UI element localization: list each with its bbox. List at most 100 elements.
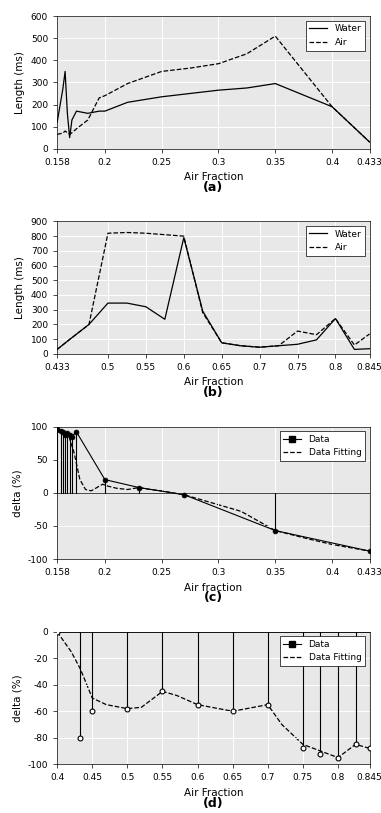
Air: [314, 330, 319, 340]
Data Fitting: [78, 475, 82, 485]
Data: [231, 706, 235, 716]
Y-axis label: Length (ms): Length (ms): [15, 256, 25, 319]
Text: (c): (c): [204, 591, 223, 604]
Air: [219, 338, 224, 348]
Air: [239, 341, 243, 350]
Data Fitting: [353, 740, 358, 750]
Data Fitting: [160, 686, 165, 696]
Line: Air: Air: [57, 233, 370, 350]
Data Fitting: [94, 483, 99, 493]
Data Fitting: [336, 753, 340, 763]
Water: [65, 108, 70, 118]
Data: [78, 733, 83, 742]
Air: [63, 126, 67, 136]
Air: [333, 314, 338, 324]
Line: Water: Water: [57, 72, 370, 142]
Data Fitting: [182, 490, 187, 500]
Data Fitting: [318, 746, 323, 756]
Data Fitting: [231, 706, 235, 716]
Air: [200, 308, 205, 318]
Air: [159, 67, 164, 76]
Water: [144, 302, 148, 311]
Air: [86, 115, 90, 125]
Line: Data: Data: [55, 427, 372, 554]
Water: [106, 298, 110, 308]
Data: [318, 749, 323, 759]
Y-axis label: delta (%): delta (%): [12, 674, 22, 722]
Data Fitting: [61, 428, 65, 437]
Data Fitting: [239, 506, 243, 516]
Water: [219, 338, 224, 348]
Data Fitting: [194, 493, 198, 503]
Data Fitting: [174, 690, 179, 700]
Water: [273, 79, 278, 89]
Text: (a): (a): [203, 181, 224, 194]
Data Fitting: [106, 481, 110, 491]
Air: [144, 228, 148, 238]
Water: [245, 83, 249, 93]
Data: [70, 432, 74, 441]
Data Fitting: [89, 486, 93, 496]
Water: [74, 107, 79, 116]
Air: [273, 31, 278, 41]
Air: [55, 129, 59, 139]
Air: [188, 63, 192, 73]
Data Fitting: [245, 704, 249, 714]
Water: [125, 98, 130, 107]
Data Fitting: [78, 664, 83, 674]
Data Fitting: [216, 500, 221, 510]
Air: [106, 228, 110, 238]
Air: [367, 329, 372, 339]
Data Fitting: [195, 700, 200, 710]
Air: [257, 342, 262, 352]
Legend: Data, Data Fitting: Data, Data Fitting: [280, 431, 365, 461]
Data Fitting: [301, 740, 305, 750]
Water: [257, 342, 262, 352]
Water: [86, 108, 90, 118]
Water: [295, 339, 300, 349]
Water: [55, 117, 59, 127]
Air: [163, 230, 167, 240]
Water: [333, 314, 338, 324]
Data Fitting: [367, 743, 372, 753]
Data Fitting: [159, 486, 164, 496]
Air: [68, 334, 72, 344]
Data Fitting: [55, 627, 59, 637]
Air: [352, 340, 357, 350]
Water: [70, 115, 74, 125]
Data: [195, 700, 200, 710]
Data Fitting: [273, 526, 278, 536]
Data: [58, 426, 63, 436]
Air: [125, 79, 130, 89]
Water: [200, 307, 205, 316]
Data: [61, 427, 65, 437]
Y-axis label: Length (ms): Length (ms): [15, 51, 25, 114]
Air: [295, 326, 300, 336]
Water: [367, 344, 372, 354]
Air: [181, 231, 186, 241]
Data Fitting: [330, 540, 335, 550]
Data Fitting: [137, 483, 141, 493]
Data: [266, 700, 270, 710]
Data: [102, 475, 107, 485]
Air: [61, 128, 65, 138]
Legend: Water, Air: Water, Air: [306, 226, 365, 256]
Data: [367, 743, 372, 753]
Air: [67, 129, 72, 139]
Data Fitting: [171, 488, 175, 498]
Data: [336, 753, 340, 763]
Water: [125, 298, 129, 308]
Data Fitting: [66, 430, 71, 440]
X-axis label: Air Fraction: Air Fraction: [184, 788, 243, 798]
Data Fitting: [90, 693, 94, 703]
Data Fitting: [367, 546, 372, 556]
Water: [367, 137, 372, 147]
Air: [65, 128, 70, 137]
Water: [216, 85, 221, 95]
Data Fitting: [209, 702, 214, 712]
Data Fitting: [72, 448, 77, 458]
Data: [67, 430, 72, 440]
Data Fitting: [148, 485, 153, 494]
Water: [68, 334, 72, 344]
Water: [102, 107, 107, 116]
